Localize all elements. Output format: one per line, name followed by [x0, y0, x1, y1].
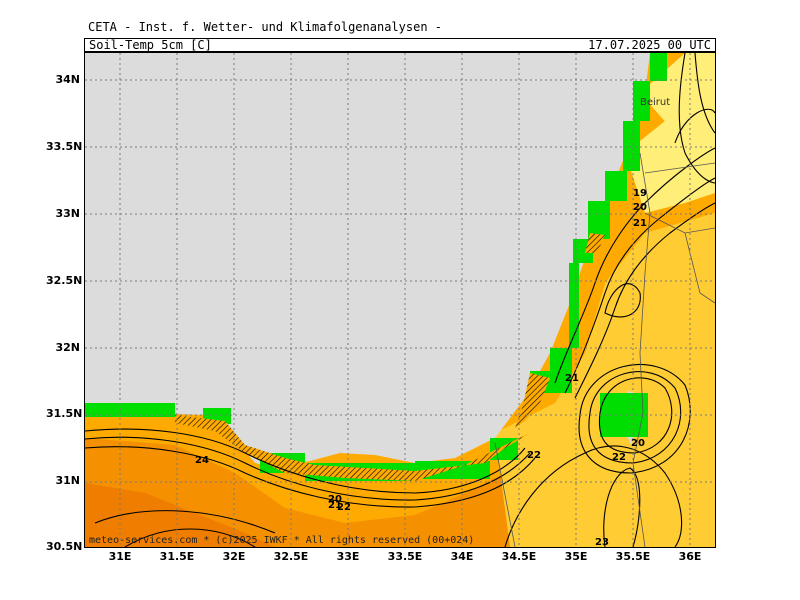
contour-label: 21: [328, 500, 342, 511]
hatched-band-north: [585, 233, 605, 253]
lon-label: 34.5E: [501, 550, 537, 563]
land-cool: [625, 93, 715, 213]
contour-label: 22: [612, 452, 626, 463]
contour-label: 23: [595, 537, 609, 547]
lat-label: 31.5N: [46, 407, 83, 420]
lat-label: 32.5N: [46, 274, 83, 287]
lon-label: 36E: [678, 550, 702, 563]
lon-label: 35E: [564, 550, 588, 563]
lon-label: 31.5E: [159, 550, 195, 563]
contour-label: 22: [527, 450, 541, 461]
grid: [85, 53, 715, 547]
map-canvas: Beirut 19 20 21 21 20 22 22 24 20 21 22 …: [85, 53, 715, 547]
lat-label: 33.5N: [46, 140, 83, 153]
lat-label: 33N: [55, 207, 80, 220]
isotherms: [85, 53, 715, 547]
contour-label: 20: [633, 202, 647, 213]
lat-label: 32N: [55, 341, 80, 354]
contour-label: 21: [565, 373, 579, 384]
contour-label: 21: [633, 218, 647, 229]
valid-time: 17.07.2025 00 UTC: [588, 38, 711, 52]
lon-label: 32E: [222, 550, 246, 563]
credit-text: meteo-services.com * (c)2025 IWKF * All …: [89, 535, 474, 546]
land-very-hot: [85, 483, 275, 547]
lat-label: 31N: [55, 474, 80, 487]
lon-label: 33E: [336, 550, 360, 563]
variable-label: Soil-Temp 5cm [C]: [89, 38, 212, 52]
lat-label: 34N: [55, 73, 80, 86]
contour-label: 22: [337, 502, 351, 513]
contour-label: 20: [328, 494, 342, 505]
contour-label: 24: [195, 455, 209, 466]
subtitle-bar: Soil-Temp 5cm [C] 17.07.2025 00 UTC: [84, 38, 716, 52]
mediterranean-sea: [85, 53, 650, 468]
lon-label: 34E: [450, 550, 474, 563]
hatched-band-coast: [515, 373, 550, 428]
hatched-band-south: [175, 415, 530, 481]
chart-title: CETA - Inst. f. Wetter- und Klimafolgena…: [88, 20, 443, 34]
map-frame: Beirut 19 20 21 21 20 22 22 24 20 21 22 …: [84, 52, 716, 548]
contour-label: 20: [631, 438, 645, 449]
contour-label: 19: [633, 188, 647, 199]
city-label: Beirut: [640, 97, 670, 108]
lon-label: 35.5E: [615, 550, 651, 563]
lon-label: 32.5E: [273, 550, 309, 563]
land-mid: [495, 213, 715, 547]
lon-label: 33.5E: [387, 550, 423, 563]
lon-label: 31E: [108, 550, 132, 563]
lat-label: 30.5N: [46, 540, 83, 553]
